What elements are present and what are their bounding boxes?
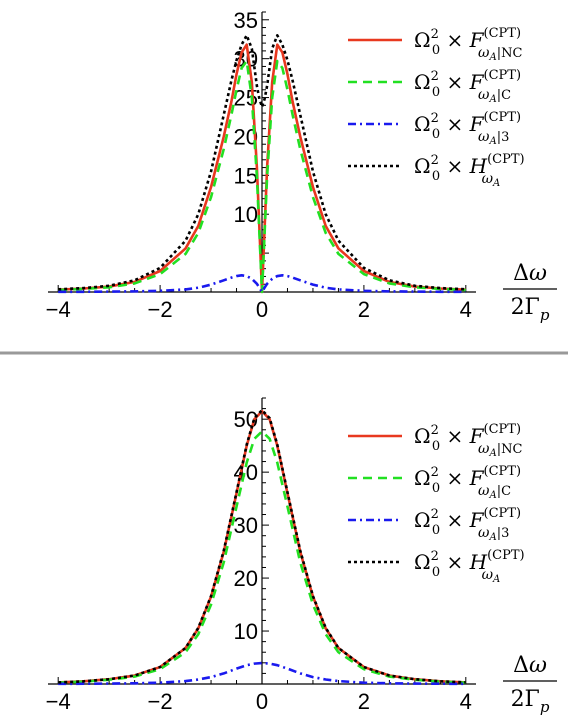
legend-label: Ω2 0 × F(CPT) ωA|C — [414, 68, 521, 105]
x-tick-label: −2 — [148, 297, 173, 322]
legend-label: Ω2 0 × F(CPT) ωA|C — [414, 464, 521, 501]
x-axis-label-denominator: 2Γp — [511, 295, 550, 324]
y-tick-label: 10 — [234, 202, 258, 227]
legend-label: Ω2 0 × F(CPT) ωA|NC — [414, 422, 522, 459]
x-axis-label-numerator: Δω — [513, 261, 547, 286]
x-tick-label: 2 — [358, 297, 370, 322]
x-tick-label: 4 — [460, 689, 472, 714]
y-tick-label: 15 — [234, 163, 258, 188]
y-tick-label: 20 — [234, 566, 258, 591]
x-tick-label: −4 — [46, 689, 71, 714]
legend-label: Ω2 0 × F(CPT) ωA|NC — [414, 26, 522, 63]
x-tick-label: −2 — [148, 689, 173, 714]
series-line-2 — [58, 59, 466, 294]
legend-label: Ω2 0 × H(CPT) ωA — [414, 152, 525, 189]
series-line-4 — [58, 34, 466, 291]
x-tick-label: 0 — [256, 297, 268, 322]
series-line-2 — [58, 430, 466, 684]
x-axis-label-numerator: Δω — [513, 653, 547, 678]
y-tick-label: 30 — [234, 513, 258, 538]
x-tick-label: −4 — [46, 297, 71, 322]
x-axis-label-denominator: 2Γp — [511, 687, 550, 715]
x-tick-label: 2 — [358, 689, 370, 714]
series-line-4 — [58, 408, 466, 684]
series-line-3 — [58, 661, 466, 686]
x-tick-label: 0 — [256, 689, 268, 714]
legend-label: Ω2 0 × H(CPT) ωA — [414, 548, 525, 585]
legend-label: Ω2 0 × F(CPT) ωA|3 — [414, 110, 521, 147]
y-tick-label: 35 — [234, 8, 258, 33]
y-tick-label: 10 — [234, 619, 258, 644]
legend-label: Ω2 0 × F(CPT) ωA|3 — [414, 506, 521, 543]
x-tick-label: 4 — [460, 297, 472, 322]
series-line-3 — [58, 273, 466, 294]
